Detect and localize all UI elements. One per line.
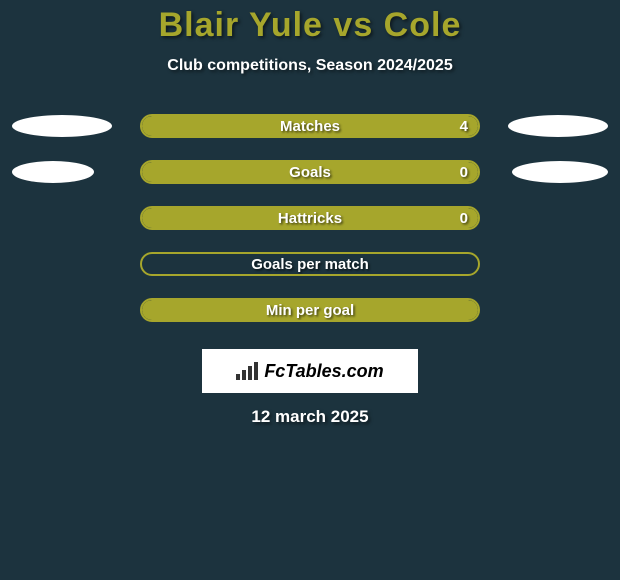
stat-label: Matches [280,118,340,135]
brand-box: FcTables.com [202,349,418,393]
stat-label: Goals [289,164,331,181]
page-subtitle: Club competitions, Season 2024/2025 [0,57,620,75]
page-title: Blair Yule vs Cole [0,0,620,45]
right-ellipse [512,161,608,183]
stat-row: Goals per match [0,241,620,287]
stat-value: 4 [460,118,468,135]
stat-row: Matches 4 [0,103,620,149]
left-ellipse [12,161,94,183]
stat-value: 0 [460,164,468,181]
comparison-infographic: Blair Yule vs Cole Club competitions, Se… [0,0,620,580]
stat-bar: Goals 0 [140,160,480,184]
stat-label: Min per goal [266,302,354,319]
stat-label: Hattricks [278,210,342,227]
left-ellipse [12,115,112,137]
brand: FcTables.com [236,361,383,382]
stat-row: Min per goal [0,287,620,333]
stats-rows: Matches 4 Goals 0 Hattricks 0 Goals per match M… [0,103,620,333]
stat-row: Goals 0 [0,149,620,195]
stat-label: Goals per match [251,256,369,273]
right-ellipse [508,115,608,137]
stat-value: 0 [460,210,468,227]
report-date: 12 march 2025 [0,407,620,427]
stat-bar: Hattricks 0 [140,206,480,230]
brand-label: FcTables.com [264,361,383,382]
stat-bar: Goals per match [140,252,480,276]
stat-row: Hattricks 0 [0,195,620,241]
stat-bar: Min per goal [140,298,480,322]
stat-bar: Matches 4 [140,114,480,138]
bars-chart-icon [236,362,260,380]
